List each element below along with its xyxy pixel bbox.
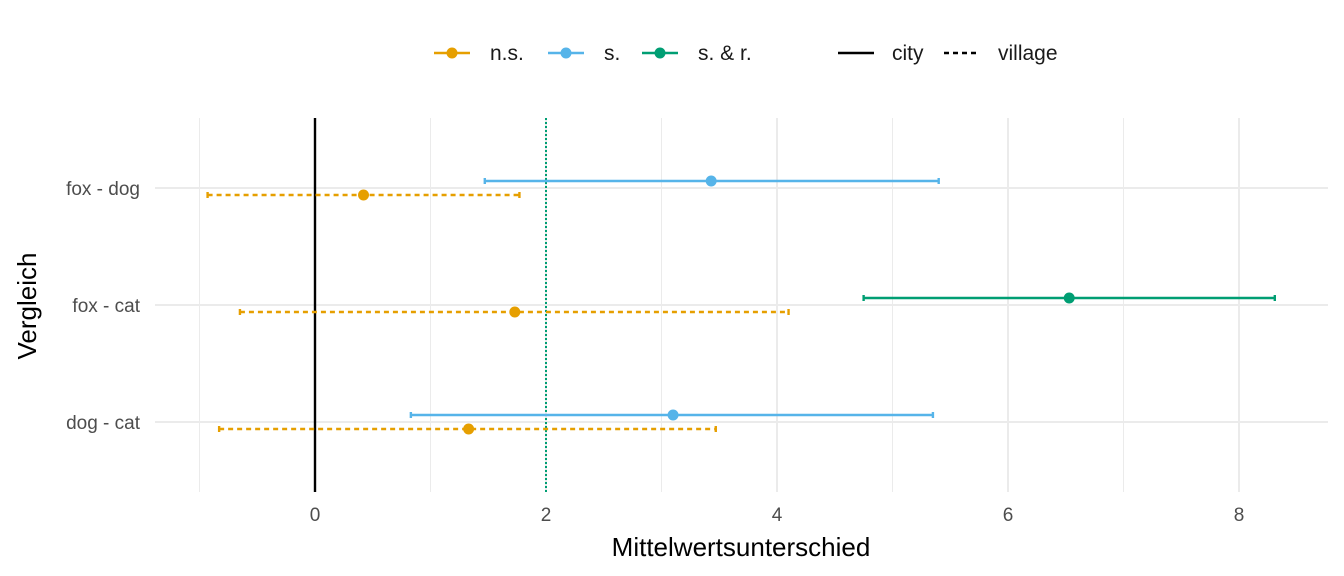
legend-item-n-s: n.s. <box>434 42 524 65</box>
legend-item-s: s. <box>548 42 620 65</box>
legend-item-s-r: s. & r. <box>642 42 752 65</box>
legend-label: n.s. <box>490 42 524 65</box>
legend: n.s. s. s. & r. city village <box>434 42 1058 65</box>
errorbar-fox-cat-city <box>862 292 1277 304</box>
point-dog-cat-village <box>463 423 475 435</box>
data-marks <box>206 175 1277 435</box>
reference-lines <box>313 118 547 492</box>
legend-label: city <box>892 42 924 65</box>
legend-item-village: village <box>944 42 1058 65</box>
point-fox-dog-city <box>705 175 717 187</box>
y-tick-label-dog-cat: dog - cat <box>66 413 141 434</box>
tick-labels: 0 2 4 6 8 dog - cat fox - cat fox - dog <box>66 179 1244 526</box>
point-fox-dog-village <box>358 189 370 201</box>
x-tick-label: 2 <box>541 505 552 526</box>
y-axis-title: Vergleich <box>12 253 42 360</box>
legend-key-point <box>654 47 666 59</box>
point-fox-cat-city <box>1063 292 1075 304</box>
x-tick-label: 4 <box>772 505 783 526</box>
errorbar-fox-cat-village <box>238 306 790 318</box>
point-fox-cat-village <box>509 306 521 318</box>
x-tick-label: 8 <box>1234 505 1245 526</box>
y-tick-label-fox-dog: fox - dog <box>66 179 140 200</box>
legend-label: village <box>998 42 1058 65</box>
legend-label: s. & r. <box>698 42 752 65</box>
legend-item-city: city <box>838 42 924 65</box>
x-tick-label: 6 <box>1003 505 1014 526</box>
x-axis-title: Mittelwertsunterschied <box>612 532 871 562</box>
errorbar-fox-dog-city <box>483 175 940 187</box>
legend-key-point <box>560 47 572 59</box>
legend-label: s. <box>604 42 620 65</box>
y-tick-label-fox-cat: fox - cat <box>72 296 140 317</box>
grid <box>155 118 1328 492</box>
point-dog-cat-city <box>667 409 679 421</box>
x-tick-label: 0 <box>310 505 321 526</box>
errorbar-dog-cat-city <box>409 409 935 421</box>
errorbar-dog-cat-village <box>217 423 717 435</box>
errorbar-fox-dog-village <box>206 189 521 201</box>
legend-key-point <box>446 47 458 59</box>
